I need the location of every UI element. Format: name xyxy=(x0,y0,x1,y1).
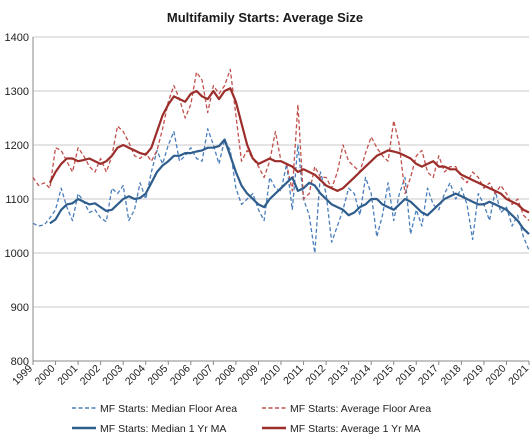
y-tick-label: 1200 xyxy=(5,140,29,152)
x-tick-label: 2000 xyxy=(33,363,58,388)
legend-entry-1: MF Starts: Average Floor Area xyxy=(290,403,431,415)
x-tick-label: 2017 xyxy=(416,363,441,388)
x-tick-label: 2001 xyxy=(55,363,80,388)
y-tick-label: 1100 xyxy=(5,194,29,206)
x-tick-label: 2018 xyxy=(438,363,463,388)
legend-entry-2: MF Starts: Median 1 Yr MA xyxy=(100,423,226,435)
chart-title: Multifamily Starts: Average Size xyxy=(167,10,363,25)
series-line-0 xyxy=(32,128,530,254)
x-tick-label: 2007 xyxy=(190,363,215,388)
x-tick-label: 2006 xyxy=(168,363,193,388)
x-tick-label: 2021 xyxy=(506,363,530,388)
y-axis-ticks: 800 900 1000 1100 1200 1300 1400 xyxy=(5,32,29,368)
y-tick-label: 1400 xyxy=(5,32,29,44)
series-line-2 xyxy=(49,138,530,235)
series-line-3 xyxy=(48,87,530,214)
y-tick-label: 800 xyxy=(11,356,29,368)
x-tick-label: 2016 xyxy=(393,363,418,388)
x-tick-label: 2002 xyxy=(78,363,103,388)
x-tick-label: 2009 xyxy=(236,363,261,388)
x-tick-label: 2004 xyxy=(123,363,148,388)
x-tick-label: 2015 xyxy=(371,363,396,388)
x-tick-label: 2013 xyxy=(326,363,351,388)
series-group xyxy=(32,68,530,254)
x-tick-label: 2010 xyxy=(258,363,283,388)
y-tick-label: 1300 xyxy=(5,86,29,98)
y-tick-label: 900 xyxy=(11,302,29,314)
x-tick-label: 2012 xyxy=(303,363,328,388)
x-tick-label: 2019 xyxy=(461,363,486,388)
x-tick-label: 2003 xyxy=(100,363,125,388)
x-tick-label: 2014 xyxy=(348,363,373,388)
legend-entry-3: MF Starts: Average 1 Yr MA xyxy=(290,423,420,435)
y-tick-label: 1000 xyxy=(5,248,29,260)
x-tick-label: 2011 xyxy=(281,363,306,388)
legend-entry-0: MF Starts: Median Floor Area xyxy=(100,403,237,415)
x-tick-label: 2005 xyxy=(145,363,170,388)
x-tick-label: 2008 xyxy=(213,363,238,388)
legend: MF Starts: Median Floor Area MF Starts: A… xyxy=(72,403,431,435)
gridlines xyxy=(33,36,529,362)
x-axis-ticks: 1999200020012002200320042005200620072008… xyxy=(10,361,530,388)
x-tick-label: 2020 xyxy=(484,363,509,388)
